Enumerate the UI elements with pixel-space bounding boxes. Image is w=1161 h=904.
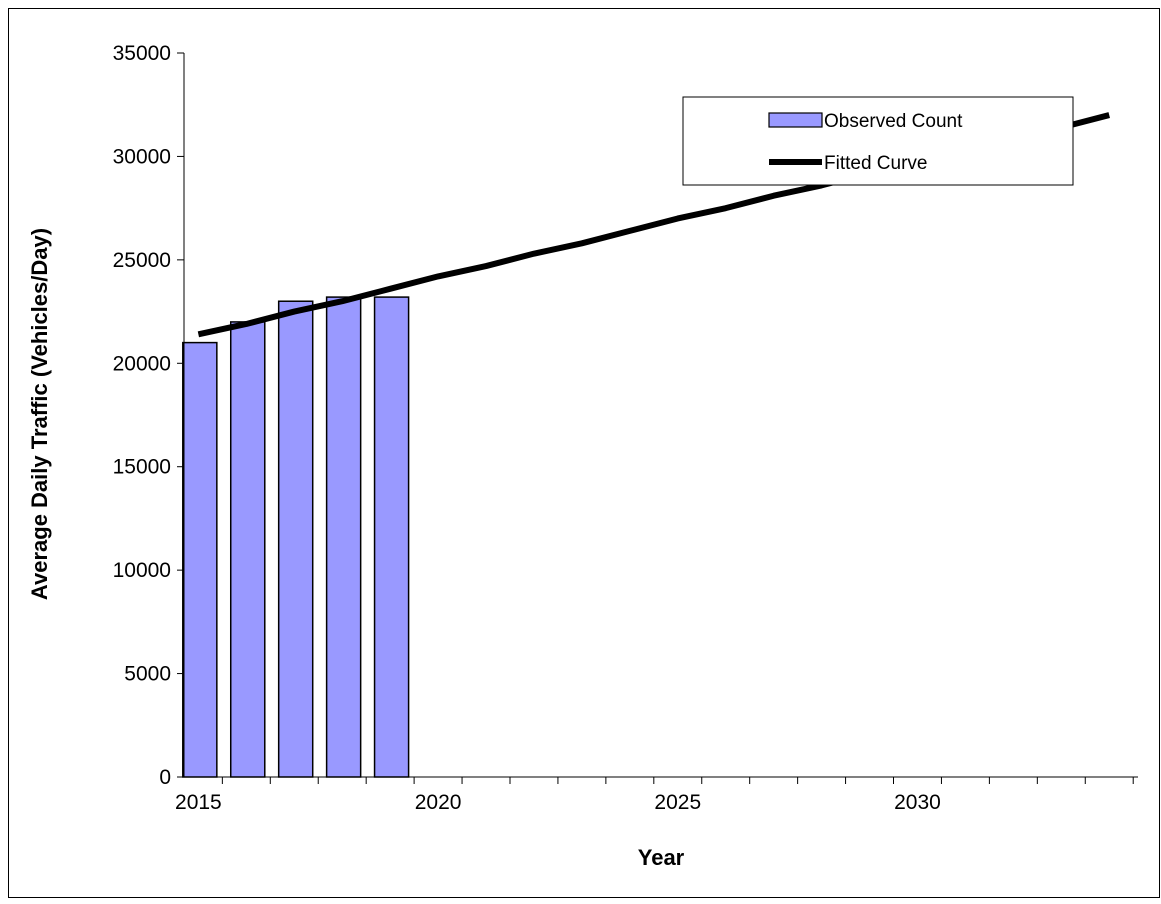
bar-observed-count — [182, 341, 218, 778]
legend: Observed Count Fitted Curve — [682, 96, 1074, 186]
y-tick-label: 0 — [159, 766, 171, 789]
bars-layer — [182, 296, 410, 778]
legend-swatch-observed — [768, 112, 823, 128]
y-tick-label: 20000 — [113, 352, 171, 375]
axes-layer — [183, 53, 1138, 778]
bar-observed-count — [229, 321, 266, 778]
bar-observed-count — [373, 296, 410, 778]
y-tick-label: 25000 — [113, 249, 171, 272]
x-tick-label: 2020 — [415, 791, 462, 814]
legend-label-observed: Observed Count — [824, 111, 963, 132]
chart: 0 5000 10000 15000 20000 25000 30000 35000 2015 2… — [27, 42, 1138, 870]
x-tick-label: 2030 — [894, 791, 941, 814]
y-tick-label: 5000 — [124, 663, 171, 686]
y-tick-label: 10000 — [113, 559, 171, 582]
chart-frame: 0 5000 10000 15000 20000 25000 30000 35000 2015 2… — [8, 8, 1160, 898]
ticks-layer: 0 5000 10000 15000 20000 25000 30000 35000 2015 2… — [113, 42, 1134, 814]
y-tick-label: 35000 — [113, 42, 171, 65]
y-tick-label: 30000 — [113, 145, 171, 168]
y-tick-label: 15000 — [113, 456, 171, 479]
legend-label-fitted: Fitted Curve — [824, 153, 927, 174]
bar-observed-count — [325, 296, 362, 778]
x-tick-label: 2025 — [654, 791, 701, 814]
x-tick-label: 2015 — [175, 791, 222, 814]
x-axis-title: Year — [638, 845, 685, 870]
bar-observed-count — [277, 300, 314, 778]
legend-box — [682, 96, 1074, 186]
y-axis-title: Average Daily Traffic (Vehicles/Day) — [27, 228, 52, 600]
